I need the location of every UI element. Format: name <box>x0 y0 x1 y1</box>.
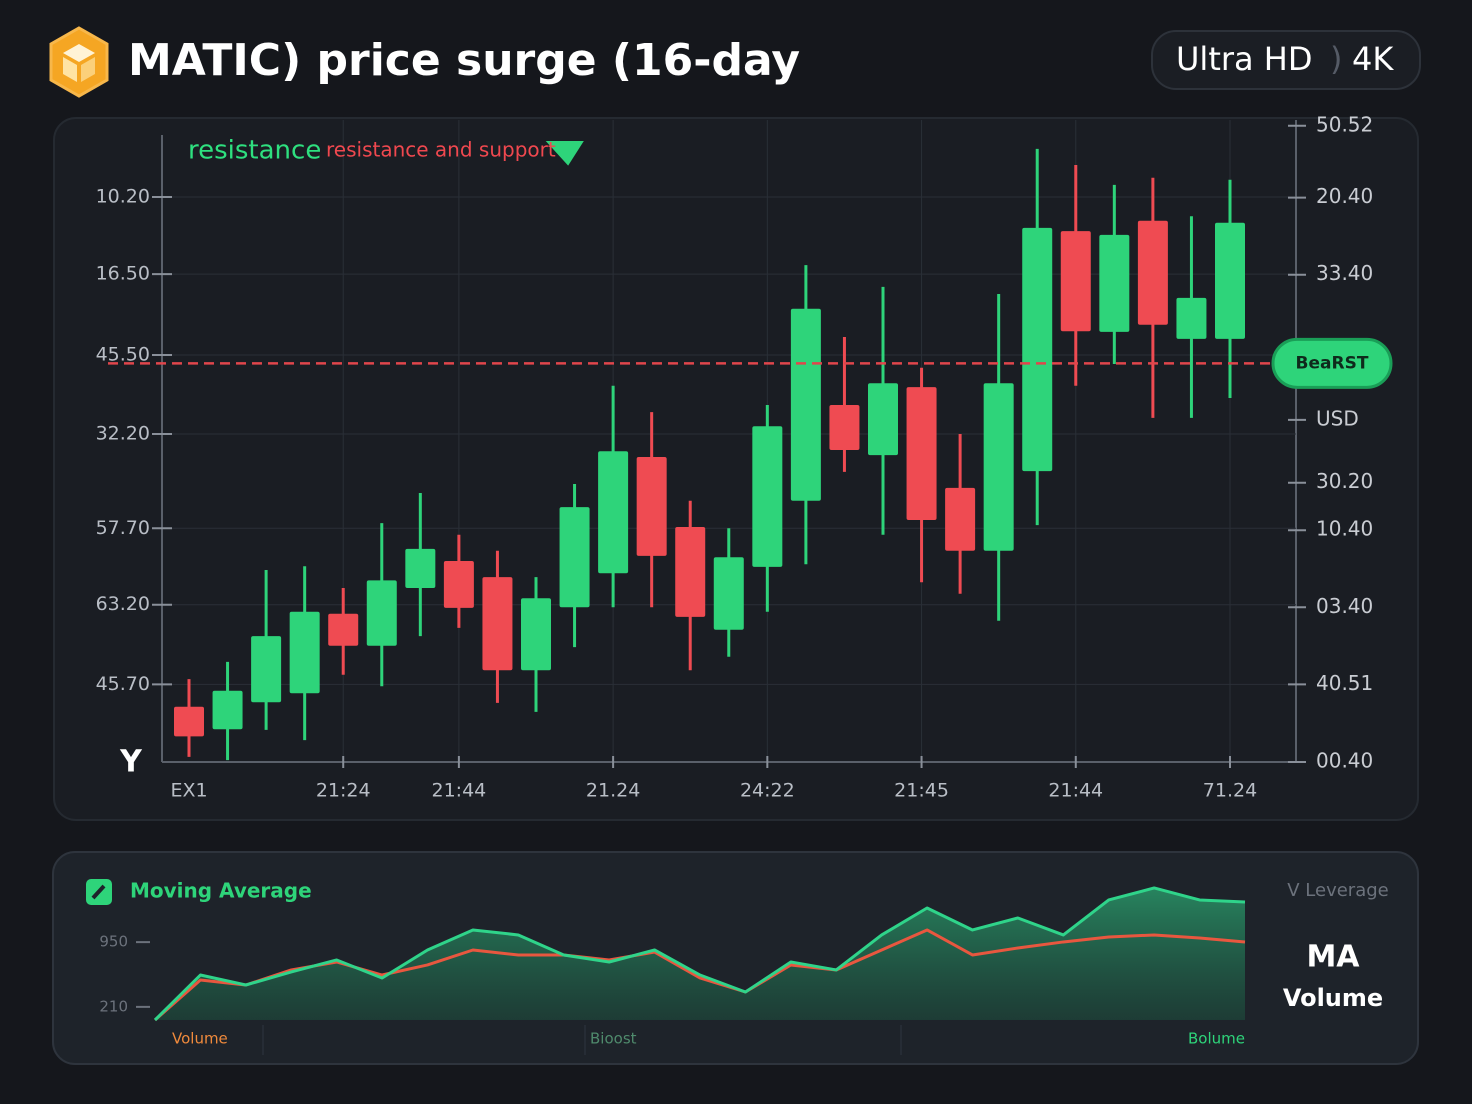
candle-body <box>251 636 282 703</box>
candle-body <box>289 611 320 694</box>
legend-entry: resistance and support <box>326 138 556 162</box>
footer-label: Bolume <box>1188 1030 1245 1048</box>
y-tick-label: 45.50 <box>96 343 150 365</box>
candle-body <box>945 487 976 551</box>
footer-label: Bioost <box>590 1030 637 1048</box>
y-tick-label: 10.20 <box>96 186 150 208</box>
candle-body <box>829 405 860 450</box>
legend-icon <box>545 141 584 166</box>
footer-label: Volume <box>172 1030 228 1048</box>
candle-body <box>906 387 937 520</box>
y-tick-label: 57.70 <box>96 517 150 539</box>
x-tick-label: 21:24 <box>316 780 371 802</box>
series-line <box>153 886 1246 1022</box>
candle-body <box>1137 220 1168 325</box>
resistance-badge <box>1271 337 1393 389</box>
candle-body <box>675 527 706 617</box>
y-tick-label: 950 <box>99 933 128 951</box>
ma-icon-glyph <box>91 884 106 900</box>
area-fill <box>155 887 1245 1020</box>
candle-body <box>482 577 513 671</box>
badge-separator: ) <box>1330 40 1342 78</box>
logo <box>49 26 109 98</box>
y2-tick-label: USD <box>1316 406 1359 430</box>
candle-body <box>790 308 821 501</box>
y2-tick-label: 30.20 <box>1316 469 1373 493</box>
quality-badge <box>1151 30 1421 90</box>
badge-text: 4K <box>1352 40 1394 78</box>
candle-body <box>443 561 474 608</box>
y2-tick-label: 10.40 <box>1316 517 1373 541</box>
x-tick-label: 71.24 <box>1203 780 1257 802</box>
x-tick-label: 24:22 <box>740 780 795 802</box>
candle-body <box>212 690 243 730</box>
y2-tick-label: 03.40 <box>1316 594 1373 618</box>
legend-entry: Volume <box>1283 984 1383 1012</box>
side-label: V Leverage <box>1287 880 1388 901</box>
y2-tick-label: 00.40 <box>1316 749 1373 773</box>
candle-body <box>405 548 436 589</box>
candle-body <box>598 451 629 574</box>
candle-body <box>1060 231 1091 332</box>
candle-body <box>868 383 898 456</box>
candle-body <box>636 457 667 556</box>
candle-body <box>713 557 744 630</box>
candle-body <box>366 580 397 646</box>
page-title: MATIC) price surge (16-day <box>128 35 800 86</box>
x-tick-label: 21.24 <box>586 780 640 802</box>
candle-body <box>521 598 551 671</box>
series-line <box>154 928 1246 1022</box>
y2-tick-label: 20.40 <box>1316 184 1373 208</box>
chart-panel <box>53 117 1419 821</box>
y-tick-label: 63.20 <box>96 593 150 615</box>
candle-body <box>1099 234 1130 332</box>
y-tick-label: 210 <box>99 997 128 1015</box>
candle-body <box>174 706 204 737</box>
legend-entry: MA <box>1306 940 1360 975</box>
y2-tick-label: 40.51 <box>1316 671 1373 695</box>
y-tick-label: 45.70 <box>96 673 150 695</box>
candle-body <box>983 383 1014 551</box>
candle-body <box>1215 222 1245 339</box>
candle-body <box>559 507 590 608</box>
x-tick-label: 21:44 <box>1048 780 1103 802</box>
chart-title: Moving Average <box>130 879 312 903</box>
candle-body <box>752 426 783 567</box>
x-tick-label: EX1 <box>170 780 207 802</box>
legend-entry: resistance <box>188 136 321 166</box>
badge-text: Ultra HD <box>1176 40 1313 78</box>
resistance-label: BeaRST <box>1296 353 1369 373</box>
y2-tick-label: 50.52 <box>1316 112 1373 136</box>
candle-body <box>328 613 359 646</box>
y-tick-label: 32.20 <box>96 422 150 444</box>
y-tick-label: 16.50 <box>96 263 150 285</box>
y2-tick-label: 33.40 <box>1316 261 1373 285</box>
x-tick-label: 21:44 <box>432 780 487 802</box>
candle-body <box>1176 297 1207 339</box>
candle-body <box>1022 227 1053 472</box>
x-tick-label: 21:45 <box>894 780 949 802</box>
y-axis-label: Y <box>119 745 143 780</box>
